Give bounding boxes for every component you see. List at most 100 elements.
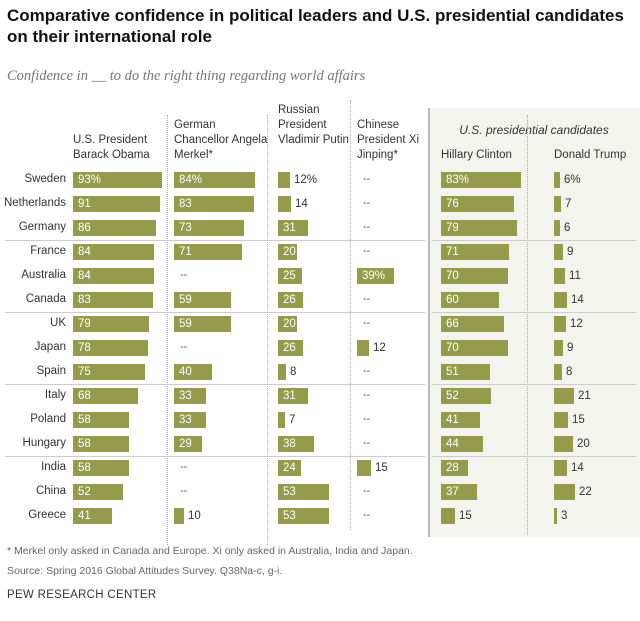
group-separator (432, 456, 636, 457)
data-label: 84 (78, 246, 91, 258)
data-label: 8 (290, 366, 297, 378)
bar (174, 388, 206, 404)
data-label: 83% (446, 174, 470, 186)
data-label: 7 (289, 414, 296, 426)
data-label: 91 (78, 198, 91, 210)
data-label: 39% (362, 270, 386, 282)
bar (73, 364, 145, 380)
data-label: 52 (78, 486, 91, 498)
column-header: German Chancellor Angela Merkel* (174, 119, 268, 161)
bar (441, 196, 514, 212)
column-header: Hillary Clinton (441, 149, 512, 161)
chart-title: Comparative confidence in political lead… (7, 6, 624, 46)
data-label: 59 (179, 318, 192, 330)
category-label: Japan (34, 341, 66, 353)
group-separator (5, 312, 425, 313)
data-label: 15 (459, 510, 472, 522)
bar (441, 268, 508, 284)
category-label: Poland (30, 413, 66, 425)
bar (174, 508, 184, 524)
bar (357, 340, 369, 356)
category-label: Spain (36, 365, 66, 377)
column-header: Russian President Vladimir Putin (278, 104, 349, 146)
bar (554, 220, 560, 236)
data-label: 10 (188, 510, 201, 522)
column-separator (350, 100, 351, 530)
missing-value: -- (363, 437, 371, 449)
bar (278, 292, 303, 308)
bar (174, 436, 202, 452)
data-label: 26 (283, 294, 296, 306)
data-label: 21 (578, 390, 591, 402)
bar (278, 508, 329, 524)
bar (278, 244, 297, 260)
data-label: 71 (446, 246, 459, 258)
bar (441, 172, 521, 188)
bar (278, 340, 303, 356)
data-label: 70 (446, 270, 459, 282)
bar (73, 388, 138, 404)
data-label: 84% (179, 174, 203, 186)
data-label: 51 (446, 366, 459, 378)
data-label: 26 (283, 342, 296, 354)
bar (441, 292, 499, 308)
missing-value: -- (180, 485, 188, 497)
data-label: 12 (570, 318, 583, 330)
data-label: 33 (179, 414, 192, 426)
data-label: 58 (78, 414, 91, 426)
data-label: 83 (78, 294, 91, 306)
bar (441, 244, 509, 260)
bar (73, 316, 149, 332)
data-label: 41 (78, 510, 91, 522)
bar (73, 220, 156, 236)
data-label: 31 (283, 390, 296, 402)
missing-value: -- (363, 197, 371, 209)
bar (441, 340, 508, 356)
bar (554, 412, 568, 428)
column-separator (267, 115, 268, 545)
group-separator (5, 384, 425, 385)
data-label: 58 (78, 438, 91, 450)
bar (357, 268, 394, 284)
bar (441, 508, 455, 524)
bar (73, 268, 154, 284)
bar (278, 412, 285, 428)
bar (554, 460, 567, 476)
data-label: 31 (283, 222, 296, 234)
bar (441, 316, 504, 332)
column-separator (527, 115, 528, 535)
data-label: 38 (283, 438, 296, 450)
bar (278, 388, 308, 404)
bar (73, 508, 112, 524)
data-label: 12 (373, 342, 386, 354)
category-label: UK (50, 317, 66, 329)
data-label: 40 (179, 366, 192, 378)
data-label: 37 (446, 486, 459, 498)
data-label: 15 (375, 462, 388, 474)
column-separator (167, 115, 168, 545)
missing-value: -- (363, 221, 371, 233)
bar (554, 364, 562, 380)
bar (174, 172, 255, 188)
data-label: 66 (446, 318, 459, 330)
bar (554, 292, 567, 308)
missing-value: -- (180, 341, 188, 353)
column-header: U.S. President Barack Obama (73, 134, 150, 161)
missing-value: -- (180, 461, 188, 473)
data-label: 3 (561, 510, 568, 522)
bar (73, 412, 129, 428)
data-label: 20 (283, 246, 296, 258)
data-label: 11 (569, 270, 581, 282)
category-label: India (41, 461, 66, 473)
bar (278, 436, 314, 452)
data-label: 29 (179, 438, 192, 450)
category-label: France (30, 245, 66, 257)
data-label: 83 (179, 198, 192, 210)
data-label: 20 (283, 318, 296, 330)
data-label: 76 (446, 198, 459, 210)
data-label: 24 (283, 462, 296, 474)
bar (357, 460, 371, 476)
data-label: 73 (179, 222, 192, 234)
data-label: 93% (78, 174, 102, 186)
data-label: 33 (179, 390, 192, 402)
